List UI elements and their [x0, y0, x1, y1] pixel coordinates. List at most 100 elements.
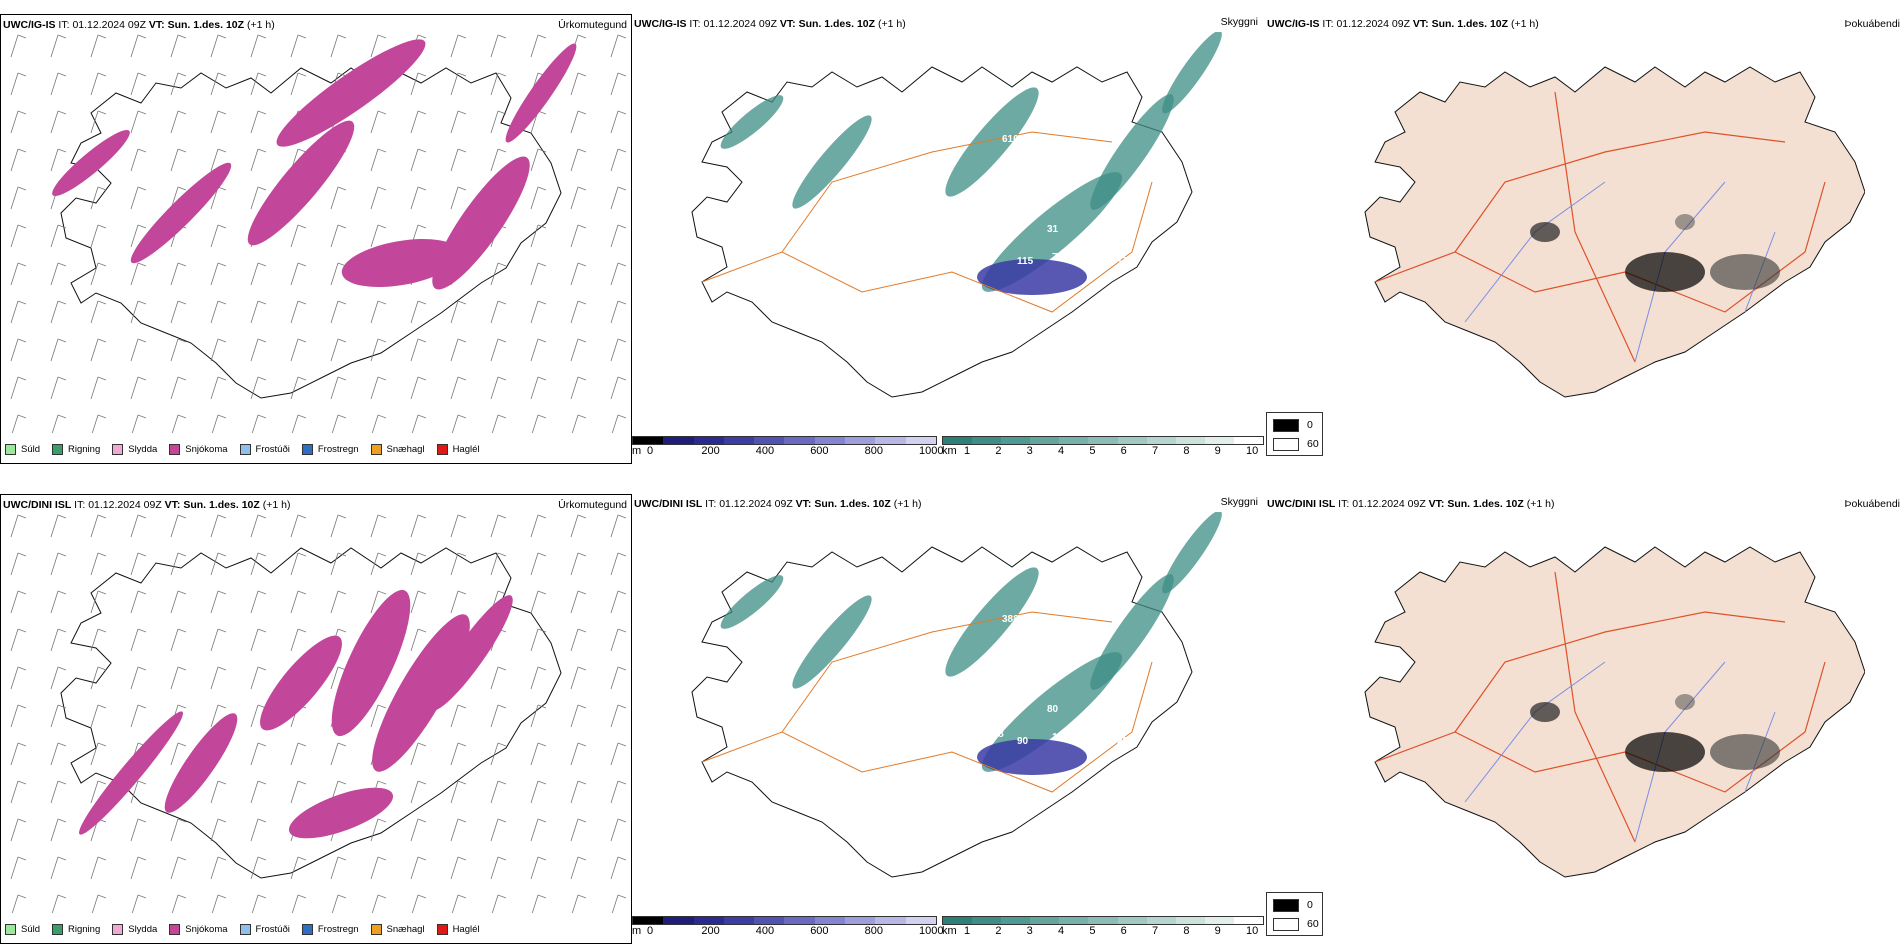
wind-barb-flag	[457, 552, 467, 557]
wind-barb-flag	[57, 338, 67, 343]
wind-barb	[610, 110, 619, 134]
legend-swatch	[370, 444, 382, 455]
wind-barb	[290, 300, 299, 324]
fog-area	[1530, 222, 1560, 242]
white-swatch	[1273, 438, 1299, 451]
colorbar-tick: 400	[755, 925, 775, 937]
wind-barb-flag	[257, 262, 267, 267]
colorbar-tick: 10	[1246, 445, 1259, 457]
wind-barb	[50, 590, 59, 614]
legend-swatch	[239, 444, 251, 455]
wind-barb-flag	[137, 818, 147, 823]
wind-barb-flag	[497, 704, 507, 709]
wind-barb-flag	[57, 666, 67, 671]
wind-barb	[170, 338, 179, 362]
wind-barb-flag	[57, 856, 67, 861]
fog-area	[1625, 252, 1705, 292]
cloud-base-label: 159	[1142, 642, 1159, 653]
wind-barb	[130, 224, 139, 248]
wind-barb	[290, 552, 299, 576]
wind-barb-flag	[457, 704, 467, 709]
wind-barb-flag	[617, 338, 627, 343]
cloud-base-label: 378	[1032, 164, 1049, 175]
wind-barb	[10, 856, 19, 880]
cloud-base-label: 31	[1047, 224, 1059, 235]
wind-barb	[290, 72, 299, 96]
wind-barb-flag	[97, 552, 107, 557]
wind-barb-flag	[577, 742, 587, 747]
wind-barb-flag	[537, 704, 547, 709]
wind-barb	[130, 590, 139, 614]
cloud-base-label: 176	[1117, 256, 1134, 267]
road-network	[701, 131, 1153, 313]
precip-map	[10, 514, 627, 913]
cloud-base-label: 630	[1037, 624, 1054, 635]
wind-barb	[611, 414, 619, 433]
wind-barb-flag	[217, 110, 227, 115]
cloud-base-label: 127	[902, 236, 919, 247]
low-cloud-area	[792, 115, 872, 209]
snow-area	[276, 39, 426, 147]
wind-barb-flag	[377, 590, 387, 595]
wind-barb	[250, 376, 259, 400]
wind-barb-flag	[217, 34, 227, 39]
wind-barb	[210, 514, 219, 538]
wind-barb-flag	[577, 72, 587, 77]
legend-item: Snjókoma	[169, 924, 228, 935]
colorbar-tick: 800	[864, 925, 883, 937]
wind-barb	[530, 628, 539, 652]
legend-item: Snæhagl	[370, 444, 425, 455]
wind-barb-flag	[177, 148, 187, 153]
legend-swatch	[301, 924, 313, 935]
product-title: Skyggni	[1220, 16, 1258, 28]
wind-barb-flag	[137, 72, 147, 77]
wind-barb	[610, 856, 619, 880]
wind-barb-flag	[497, 666, 507, 671]
wind-barb	[11, 414, 19, 433]
fog-map	[1364, 66, 1865, 398]
wind-barb	[410, 376, 419, 400]
white-swatch	[1273, 918, 1299, 931]
wind-barb-flag	[57, 780, 67, 785]
road-network	[701, 611, 1153, 793]
wind-barb	[250, 742, 259, 766]
wind-barb-flag	[97, 742, 107, 747]
cloud-base-label: 128	[987, 729, 1004, 740]
colorbar-strip	[632, 436, 937, 445]
wind-barb	[370, 224, 379, 248]
wind-barb	[410, 818, 419, 842]
wind-barb	[210, 110, 219, 134]
cloud-base-panel-row1: UWC/IG-IS IT: 01.12.2024 09Z VT: Sun. 1.…	[632, 14, 1262, 464]
wind-barb-flag	[617, 376, 627, 381]
wind-barb	[410, 300, 419, 324]
wind-barb	[330, 552, 339, 576]
white-label: 60	[1307, 918, 1319, 930]
wind-barb-flag	[257, 514, 267, 519]
wind-barb	[290, 338, 299, 362]
wind-barb	[170, 34, 179, 58]
wind-barb	[170, 376, 179, 400]
wind-barb-flag	[97, 514, 107, 519]
wind-barb-flag	[457, 856, 467, 861]
wind-barb	[490, 110, 499, 134]
wind-barb-flag	[137, 224, 147, 229]
wind-barb	[490, 856, 499, 880]
snow-area	[260, 635, 342, 731]
wind-barb-flag	[457, 414, 467, 419]
wind-barb	[50, 34, 59, 58]
wind-barb-flag	[217, 704, 227, 709]
wind-barb	[290, 376, 299, 400]
wind-barb-flag	[257, 780, 267, 785]
wind-barb-flag	[297, 414, 307, 419]
wind-barb-flag	[617, 628, 627, 633]
wind-barb	[530, 590, 539, 614]
wind-barb	[490, 742, 499, 766]
wind-barb-flag	[97, 628, 107, 633]
wind-barb-flag	[577, 856, 587, 861]
wind-barb-flag	[257, 34, 267, 39]
wind-barb-flag	[17, 552, 27, 557]
wind-barb	[131, 414, 139, 433]
colorbar-strip	[632, 916, 937, 925]
wind-barb-flag	[17, 894, 27, 899]
wind-barb	[370, 514, 379, 538]
